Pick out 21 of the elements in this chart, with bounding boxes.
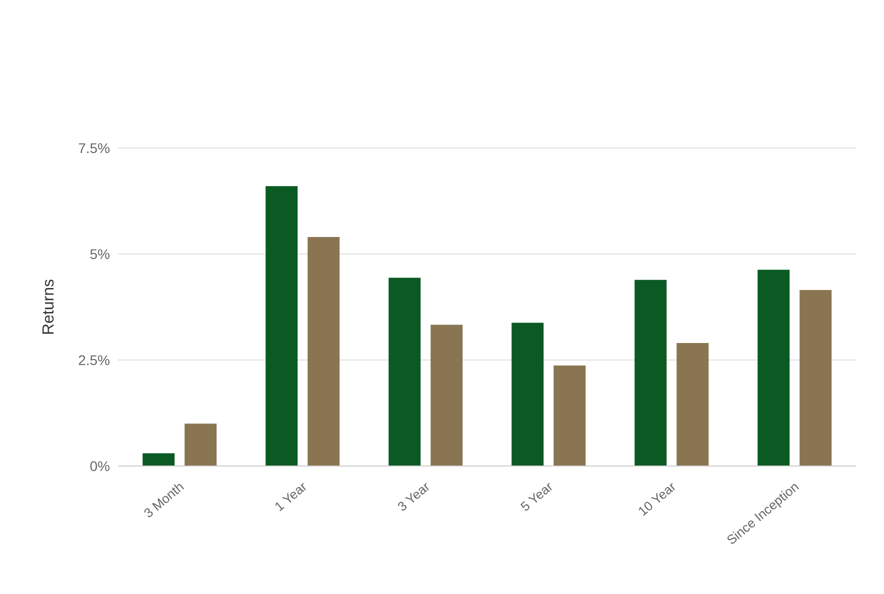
bar	[800, 290, 832, 466]
y-tick-label: 5%	[90, 246, 110, 262]
bar	[430, 324, 463, 466]
x-tick-label: 10 Year	[635, 478, 680, 519]
x-tick-label: 3 Year	[394, 478, 434, 514]
bar	[634, 280, 667, 466]
bar	[308, 237, 340, 466]
y-tick-label: 2.5%	[78, 352, 110, 368]
bar	[676, 343, 709, 466]
bar	[266, 186, 298, 466]
bar	[388, 278, 421, 466]
y-tick-label: 7.5%	[78, 140, 110, 156]
x-tick-label: 1 Year	[272, 478, 310, 514]
bar	[512, 322, 544, 466]
x-tick-label: 5 Year	[518, 478, 556, 514]
bar	[184, 424, 217, 466]
bar	[554, 366, 586, 466]
bar	[142, 453, 175, 466]
bar	[758, 270, 790, 466]
y-axis-title: Returns	[40, 278, 58, 336]
y-tick-label: 0%	[90, 458, 110, 474]
